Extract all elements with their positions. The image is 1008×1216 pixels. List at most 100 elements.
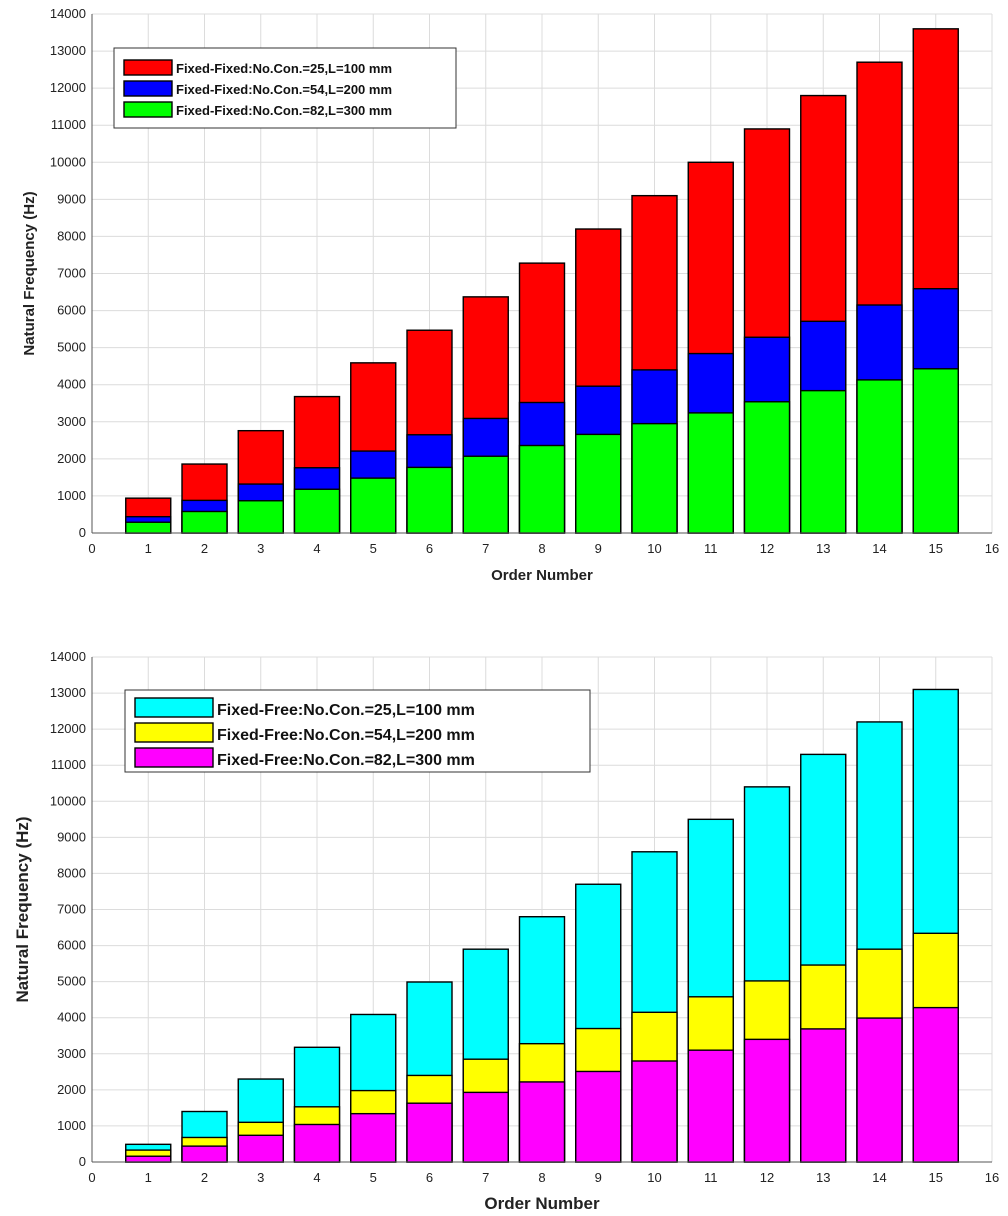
top-x-tick-label: 7 (482, 541, 489, 556)
top-x-tick-label: 12 (760, 541, 774, 556)
bottom-x-tick-label: 13 (816, 1170, 830, 1185)
bottom-x-tick-label: 10 (647, 1170, 661, 1185)
bottom-y-tick-label: 7000 (57, 902, 86, 917)
chart-fixed-free: 0 1 2 3 4 5 6 7 8 9 10 11 12 13 14 15 16 0 1000 2000 3000 400… (0, 620, 1008, 1216)
bottom-bar-s2-c13 (800, 1028, 847, 1163)
top-bar-s2-c13 (800, 389, 847, 534)
top-bar-s2-c1 (125, 521, 172, 534)
top-x-tick-label: 6 (426, 541, 433, 556)
bottom-x-tick-label: 14 (872, 1170, 886, 1185)
top-x-tick-label: 4 (313, 541, 320, 556)
bottom-x-tick-label: 2 (201, 1170, 208, 1185)
bottom-y-tick-label: 3000 (57, 1046, 86, 1061)
top-x-tick-label: 11 (704, 541, 718, 556)
top-y-tick-label: 5000 (57, 340, 86, 355)
top-y-tick-label: 6000 (57, 303, 86, 318)
bottom-bar-s2-c9 (575, 1070, 622, 1163)
bottom-legend-swatch-2 (134, 747, 214, 768)
top-y-tick-label: 12000 (50, 80, 86, 95)
bottom-y-tick-label: 14000 (50, 649, 86, 664)
top-y-tick-label: 4000 (57, 377, 86, 392)
top-x-tick-label: 3 (257, 541, 264, 556)
bottom-y-tick-label: 2000 (57, 1082, 86, 1097)
top-y-tick-label: 8000 (57, 228, 86, 243)
top-legend-swatch-1 (123, 80, 173, 97)
top-legend-swatch-0 (123, 59, 173, 76)
bottom-bar-s2-c8 (518, 1081, 566, 1163)
bottom-y-tick-label: 6000 (57, 938, 86, 953)
bottom-x-tick-label: 15 (929, 1170, 943, 1185)
bottom-x-tick-label: 4 (313, 1170, 320, 1185)
top-bar-s2-c11 (687, 412, 734, 534)
bottom-x-tick-label: 3 (257, 1170, 264, 1185)
bottom-legend-swatch-0 (134, 697, 214, 718)
bottom-x-tick-label: 16 (985, 1170, 999, 1185)
bottom-x-axis-label: Order Number (484, 1194, 600, 1213)
bottom-bar-s2-c12 (743, 1038, 791, 1163)
top-x-tick-label: 9 (595, 541, 602, 556)
bottom-bar-s2-c4 (293, 1123, 341, 1163)
top-legend-swatch-2 (123, 101, 173, 118)
bottom-bar-s2-c7 (462, 1091, 509, 1163)
bottom-x-tick-label: 7 (482, 1170, 489, 1185)
top-y-tick-label: 3000 (57, 414, 86, 429)
top-bar-s2-c2 (181, 510, 228, 534)
chart-fixed-fixed: 0 1 2 3 4 5 6 7 8 9 10 11 12 13 14 15 16 0 1000 2000 3000 400… (0, 0, 1008, 600)
chart-fixed-fixed-svg: 0 1 2 3 4 5 6 7 8 9 10 11 12 13 14 15 160100020003000400… (21, 6, 999, 584)
top-y-tick-label: 0 (79, 525, 86, 540)
bottom-y-tick-label: 0 (79, 1154, 86, 1169)
bottom-y-tick-label: 10000 (50, 793, 86, 808)
top-bar-s2-c15 (912, 368, 959, 534)
top-x-tick-label: 2 (201, 541, 208, 556)
top-y-axis-label: Natural Frequency (Hz) (21, 191, 38, 355)
top-x-tick-label: 16 (985, 541, 999, 556)
bottom-legend-label-1: Fixed-Free:No.Con.=54,L=200 mm (217, 727, 475, 744)
bottom-bar-s2-c3 (237, 1134, 284, 1163)
bottom-bar-s2-c6 (406, 1102, 453, 1163)
bottom-x-tick-label: 1 (145, 1170, 152, 1185)
top-x-tick-label: 1 (145, 541, 152, 556)
bottom-y-axis-label: Natural Frequency (Hz) (13, 816, 32, 1002)
top-bar-s2-c4 (293, 488, 341, 534)
top-bar-s2-c5 (350, 477, 397, 534)
top-x-tick-label: 15 (929, 541, 943, 556)
bottom-legend-label-2: Fixed-Free:No.Con.=82,L=300 mm (217, 752, 475, 769)
top-y-tick-label: 7000 (57, 266, 86, 281)
bottom-bar-s2-c10 (631, 1060, 678, 1163)
bottom-bar-s2-c5 (350, 1112, 397, 1163)
top-x-tick-label: 13 (816, 541, 830, 556)
top-bar-s2-c7 (462, 455, 509, 534)
top-x-tick-label: 5 (370, 541, 377, 556)
top-y-tick-label: 14000 (50, 6, 86, 21)
top-y-tick-label: 1000 (57, 488, 86, 503)
bottom-y-tick-label: 9000 (57, 829, 86, 844)
bottom-y-tick-label: 5000 (57, 974, 86, 989)
top-bar-s2-c8 (518, 444, 566, 534)
bottom-bar-s2-c11 (687, 1049, 734, 1163)
bottom-y-tick-label: 11000 (51, 757, 86, 772)
top-x-tick-label: 10 (647, 541, 661, 556)
bottom-x-tick-label: 5 (370, 1170, 377, 1185)
bottom-bar-s2-c1 (125, 1155, 172, 1163)
bottom-x-tick-label: 9 (595, 1170, 602, 1185)
bottom-x-tick-label: 12 (760, 1170, 774, 1185)
chart-fixed-free-svg: 0 1 2 3 4 5 6 7 8 9 10 11 12 13 14 15 160100020003000400… (13, 649, 999, 1213)
top-x-axis-label: Order Number (491, 567, 593, 584)
top-x-tick-label: 0 (88, 541, 95, 556)
bottom-y-tick-label: 4000 (57, 1010, 86, 1025)
top-bar-s2-c6 (406, 466, 453, 534)
top-y-tick-label: 2000 (57, 451, 86, 466)
top-bar-s2-c3 (237, 500, 284, 534)
bottom-x-tick-label: 8 (538, 1170, 545, 1185)
top-bar-s2-c10 (631, 422, 678, 534)
top-legend-label-0: Fixed-Fixed:No.Con.=25,L=100 mm (176, 61, 392, 76)
top-legend-label-2: Fixed-Fixed:No.Con.=82,L=300 mm (176, 103, 392, 118)
bottom-x-tick-label: 6 (426, 1170, 433, 1185)
top-y-tick-label: 9000 (57, 191, 86, 206)
bottom-bar-s2-c14 (856, 1017, 903, 1163)
top-bar-s2-c9 (575, 433, 622, 534)
bottom-y-tick-label: 12000 (50, 721, 86, 736)
top-legend-label-1: Fixed-Fixed:No.Con.=54,L=200 mm (176, 82, 392, 97)
bottom-x-tick-label: 0 (88, 1170, 95, 1185)
top-y-tick-label: 13000 (50, 43, 86, 58)
